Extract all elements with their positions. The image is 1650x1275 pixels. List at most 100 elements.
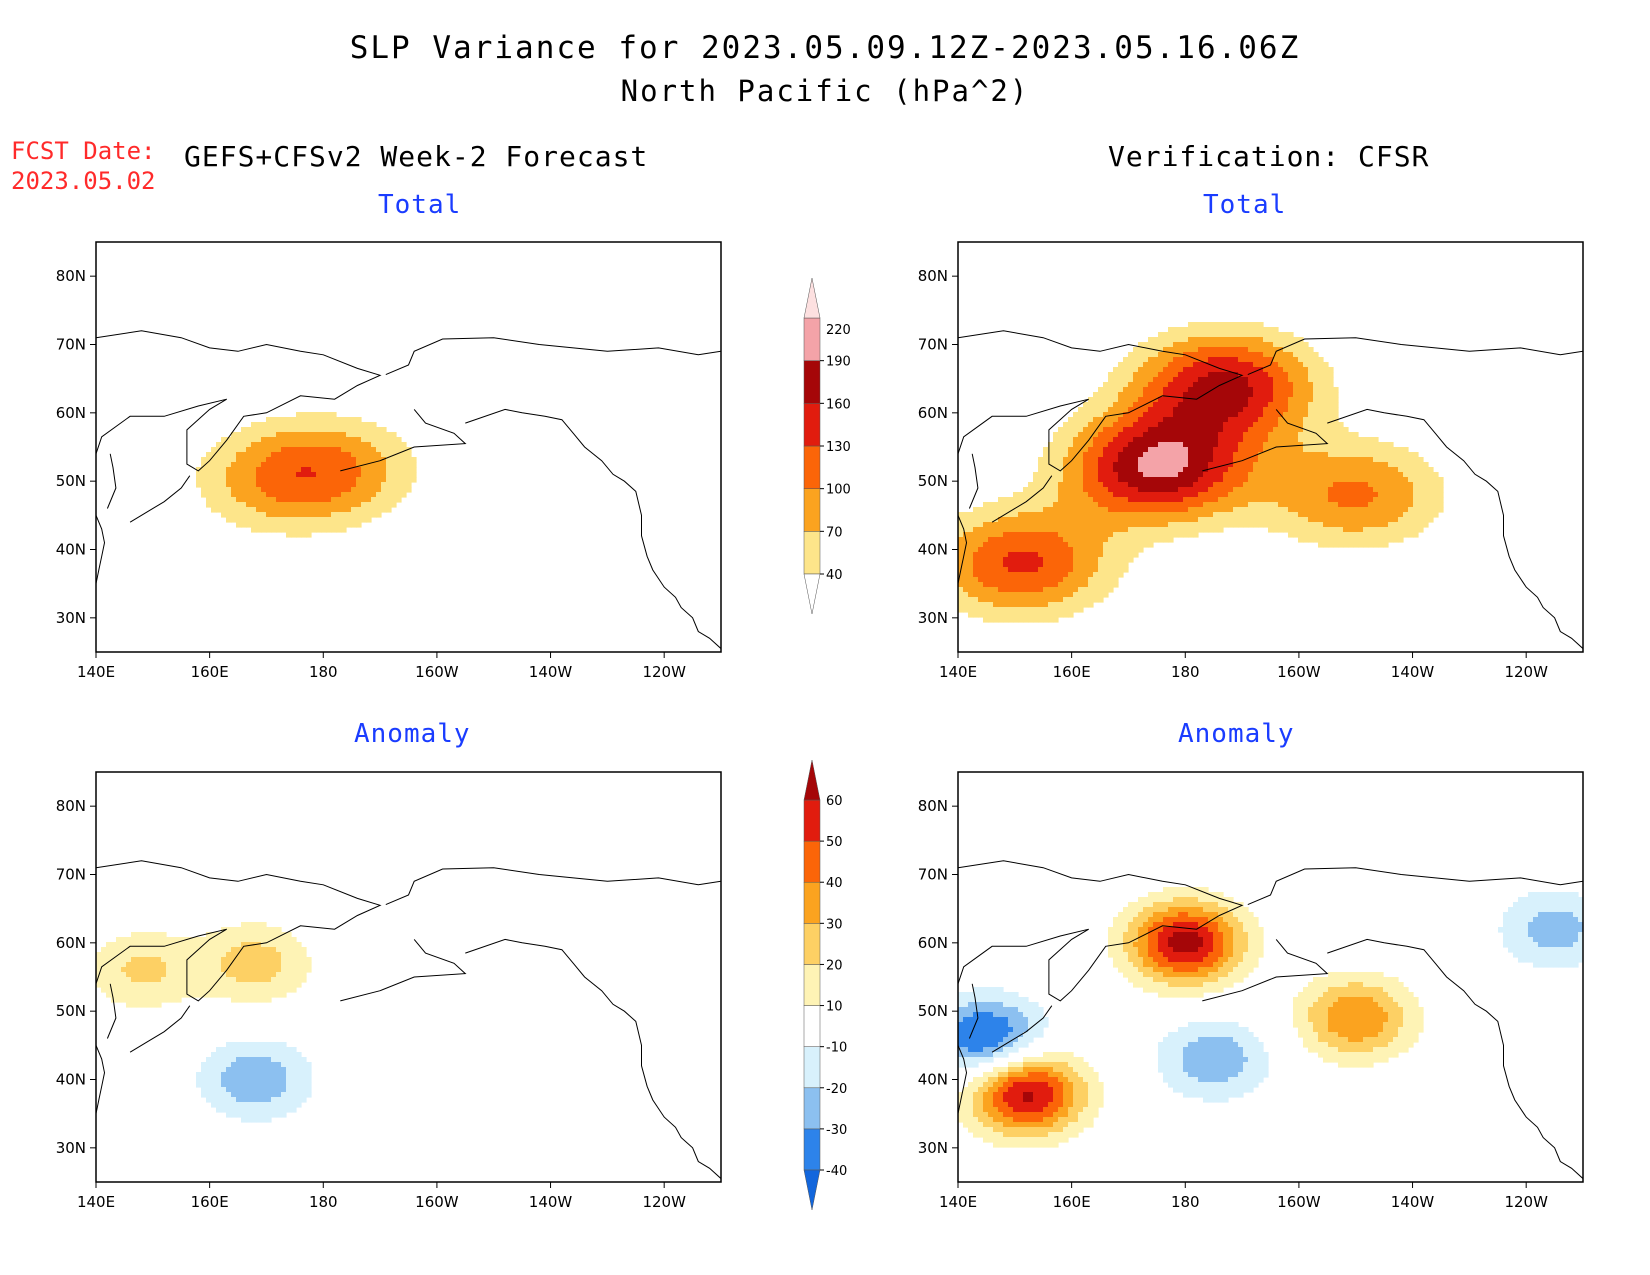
coastline-path xyxy=(1327,408,1583,649)
colorbar-segment xyxy=(803,403,821,447)
coastline-path xyxy=(958,515,968,584)
colorbar-label: 20 xyxy=(826,958,843,973)
coastline-path xyxy=(385,337,721,376)
colorbar-label: 70 xyxy=(826,525,843,540)
map-panel-verification-total: 140E 160E 180 160W 140W 120W 80N 70N 60N 50N 40N 30… xyxy=(918,241,1584,681)
coastline-path xyxy=(1247,337,1583,376)
y-tick-label: 70N xyxy=(56,866,86,884)
colorbar-bottom-tip xyxy=(803,1169,821,1211)
forecast-column-header: GEFS+CFSv2 Week-2 Forecast xyxy=(184,140,649,173)
map-panel-forecast-anomaly: 140E 160E 180 160W 140W 120W 80N 70N 60N 50N 40N 30… xyxy=(56,771,722,1211)
fcst-date-value: 2023.05.02 xyxy=(11,167,156,195)
x-tick-label: 140W xyxy=(529,663,573,681)
colorbar-label: -20 xyxy=(826,1082,847,1097)
coastline-path xyxy=(340,409,467,472)
x-tick-label: 160W xyxy=(415,663,459,681)
x-tick-label: 140W xyxy=(529,1193,573,1211)
verification-column-header: Verification: CFSR xyxy=(1108,140,1430,173)
coastline-path xyxy=(958,860,1244,1002)
coastline-path xyxy=(465,938,721,1179)
colorbar-top-tip xyxy=(803,277,821,319)
panel-subtitle-verification-total: Total xyxy=(1203,190,1287,220)
y-tick-label: 70N xyxy=(918,866,948,884)
colorbar-total: 40 70 100 130 160 190 220 xyxy=(803,277,851,615)
coastline-path xyxy=(106,983,117,1039)
fcst-date-label: FCST Date: xyxy=(11,137,156,165)
colorbar-label: 40 xyxy=(826,568,843,583)
x-tick-label: 140W xyxy=(1391,1193,1435,1211)
y-tick-label: 50N xyxy=(918,472,948,490)
y-tick-label: 50N xyxy=(918,1002,948,1020)
coastline-path xyxy=(968,983,979,1039)
colorbar-segment xyxy=(803,964,821,1006)
coastline xyxy=(96,860,721,1179)
y-tick-label: 80N xyxy=(918,267,948,285)
coastline-path xyxy=(465,408,721,649)
y-tick-label: 80N xyxy=(56,797,86,815)
chart-title: SLP Variance for 2023.05.09.12Z-2023.05.… xyxy=(349,30,1301,66)
y-tick-label: 60N xyxy=(56,934,86,952)
x-tick-label: 160E xyxy=(1053,1193,1091,1211)
panel-subtitle-forecast-total: Total xyxy=(378,190,462,220)
x-tick-label: 160E xyxy=(1053,663,1091,681)
colorbar-label: 60 xyxy=(826,794,843,809)
contour-fill xyxy=(958,887,1583,1148)
colorbar-segment xyxy=(803,1005,821,1047)
x-tick-label: 180 xyxy=(1171,663,1200,681)
map-panel-verification-anomaly: 140E 160E 180 160W 140W 120W 80N 70N 60N 50N 40N 30… xyxy=(918,771,1584,1211)
x-tick-label: 160E xyxy=(191,663,229,681)
coastline-path xyxy=(106,453,117,509)
x-tick-label: 120W xyxy=(642,663,686,681)
y-tick-label: 30N xyxy=(918,1139,948,1157)
colorbar-segment xyxy=(803,445,821,489)
colorbar-anomaly: -40 -30 -20 -10 10 20 30 40 50 60 xyxy=(803,759,847,1211)
coastline-path xyxy=(1327,938,1583,1179)
colorbar-segment xyxy=(803,488,821,532)
y-tick-label: 30N xyxy=(56,1139,86,1157)
coastline-path xyxy=(958,330,1244,472)
colorbar-label: 40 xyxy=(826,876,843,891)
colorbar-label: 100 xyxy=(826,483,851,498)
y-tick-label: 30N xyxy=(918,609,948,627)
colorbar-label: 50 xyxy=(826,835,843,850)
contour-fill xyxy=(96,922,312,1123)
panel-subtitle-forecast-anomaly: Anomaly xyxy=(354,719,471,749)
chart-subtitle: North Pacific (hPa^2) xyxy=(620,74,1030,108)
coastline-path xyxy=(991,1005,1053,1053)
colorbar-segment xyxy=(803,1128,821,1171)
y-tick-label: 40N xyxy=(918,1071,948,1089)
y-tick-label: 40N xyxy=(56,541,86,559)
y-tick-label: 30N xyxy=(56,609,86,627)
coastline-path xyxy=(96,330,382,472)
map-panel-forecast-total: 140E 160E 180 160W 140W 120W 80N 70N 60N 50N 40N 30… xyxy=(56,241,722,681)
y-tick-label: 50N xyxy=(56,1002,86,1020)
colorbar-segment xyxy=(803,531,821,575)
colorbar-segment xyxy=(803,1087,821,1130)
coastline-path xyxy=(129,475,191,523)
coastline xyxy=(958,860,1583,1179)
x-tick-label: 140W xyxy=(1391,663,1435,681)
coastline-path xyxy=(340,939,467,1002)
y-tick-label: 80N xyxy=(56,267,86,285)
colorbar-label: 190 xyxy=(826,355,851,370)
y-tick-label: 40N xyxy=(56,1071,86,1089)
x-tick-label: 140E xyxy=(77,1193,115,1211)
x-tick-label: 160W xyxy=(1277,1193,1321,1211)
y-tick-label: 70N xyxy=(56,336,86,354)
coastline-path xyxy=(1202,409,1329,472)
colorbar-label: 10 xyxy=(826,1000,843,1015)
x-tick-label: 160W xyxy=(415,1193,459,1211)
coastline-path xyxy=(129,1005,191,1053)
map-frame xyxy=(957,241,1584,653)
coastline-path xyxy=(96,860,382,1002)
y-tick-label: 60N xyxy=(56,404,86,422)
colorbar-segment xyxy=(803,840,821,883)
x-tick-label: 120W xyxy=(642,1193,686,1211)
colorbar-bottom-tip xyxy=(803,573,821,615)
colorbar-label: -40 xyxy=(826,1164,847,1179)
x-tick-label: 160W xyxy=(1277,663,1321,681)
coastline xyxy=(958,330,1583,649)
coastline-path xyxy=(96,515,106,584)
coastline-path xyxy=(385,867,721,906)
